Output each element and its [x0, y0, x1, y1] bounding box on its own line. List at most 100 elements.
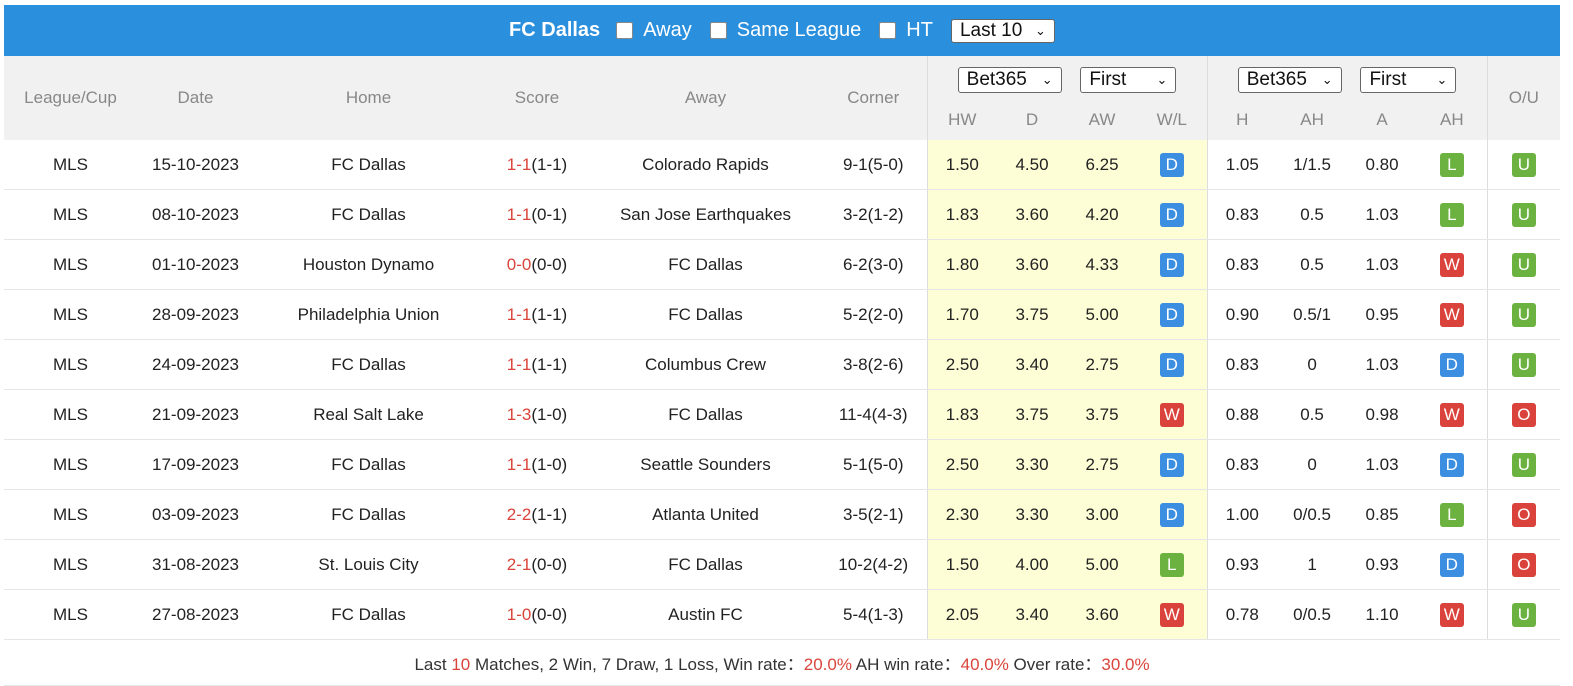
table-row[interactable]: MLS 28-09-2023 Philadelphia Union 1-1(1-1) F…: [4, 289, 1561, 340]
summary-count: 10: [451, 655, 471, 674]
home-team-link[interactable]: FC Dallas: [254, 439, 483, 490]
corner-cell: 3-8(2-6): [820, 339, 927, 390]
league-cell[interactable]: MLS: [4, 539, 137, 590]
home-team-link[interactable]: FC Dallas: [254, 140, 483, 190]
full-time-score: 1-1: [506, 354, 532, 374]
table-row[interactable]: MLS 03-09-2023 FC Dallas 2-2(1-1) Atlanta Un…: [4, 489, 1561, 540]
wl-result-badge: D: [1159, 152, 1184, 177]
league-cell[interactable]: MLS: [4, 339, 137, 390]
table-row[interactable]: MLS 01-10-2023 Houston Dynamo 0-0(0-0) FC Da…: [4, 239, 1561, 290]
col-home: Home: [254, 56, 483, 140]
ht-checkbox[interactable]: [879, 22, 897, 39]
hw-odds: 1.83: [926, 389, 997, 440]
hw-odds: 2.05: [926, 589, 997, 640]
date-cell: 28-09-2023: [137, 289, 254, 340]
table-row[interactable]: MLS 08-10-2023 FC Dallas 1-1(0-1) San Jose E…: [4, 189, 1561, 240]
ah-line: 0.5/1: [1277, 289, 1348, 340]
home-team-link[interactable]: FC Dallas: [254, 339, 483, 390]
table-row[interactable]: MLS 27-08-2023 FC Dallas 1-0(0-0) Austin FC 5…: [4, 589, 1561, 640]
home-team-link[interactable]: St. Louis City: [254, 539, 483, 590]
away-team-link[interactable]: FC Dallas: [591, 389, 820, 440]
score-cell[interactable]: 1-1(1-1): [483, 289, 591, 340]
ah-result-badge: W: [1439, 602, 1464, 627]
same-league-checkbox[interactable]: [709, 22, 727, 39]
league-cell[interactable]: MLS: [4, 389, 137, 440]
hw-odds: 1.83: [926, 189, 997, 240]
league-cell[interactable]: MLS: [4, 489, 137, 540]
last-matches-select[interactable]: Last 10 ⌄: [950, 18, 1055, 43]
col-score: Score: [483, 56, 591, 140]
table-row[interactable]: MLS 17-09-2023 FC Dallas 1-1(1-0) Seattle So…: [4, 439, 1561, 490]
ht-filter[interactable]: HT: [879, 19, 933, 42]
score-cell[interactable]: 1-0(0-0): [483, 589, 591, 640]
score-cell[interactable]: 1-3(1-0): [483, 389, 591, 440]
odds1-type-select[interactable]: First ⌄: [1080, 67, 1177, 93]
table-row[interactable]: MLS 24-09-2023 FC Dallas 1-1(1-1) Columbus C…: [4, 339, 1561, 390]
score-cell[interactable]: 1-1(1-0): [483, 439, 591, 490]
corner-cell: 5-2(2-0): [820, 289, 927, 340]
same-league-filter[interactable]: Same League: [709, 19, 862, 42]
ah-result-badge: W: [1439, 402, 1464, 427]
away-filter[interactable]: Away: [616, 19, 692, 42]
odds1-selectors: Bet365 ⌄ First ⌄: [926, 56, 1208, 99]
away-team-link[interactable]: FC Dallas: [591, 239, 820, 290]
ah-line: 1/1.5: [1277, 140, 1348, 190]
score-cell[interactable]: 1-1(1-1): [483, 339, 591, 390]
league-cell[interactable]: MLS: [4, 289, 137, 340]
score-cell[interactable]: 1-1(1-1): [483, 140, 591, 190]
table-row[interactable]: MLS 21-09-2023 Real Salt Lake 1-3(1-0) FC Da…: [4, 389, 1561, 440]
draw-odds: 3.60: [997, 189, 1067, 240]
away-team-link[interactable]: FC Dallas: [591, 539, 820, 590]
home-team-link[interactable]: FC Dallas: [254, 489, 483, 540]
score-cell[interactable]: 1-1(0-1): [483, 189, 591, 240]
home-team-link[interactable]: FC Dallas: [254, 589, 483, 640]
ou-result-cell: U: [1486, 140, 1561, 190]
away-checkbox[interactable]: [616, 22, 634, 39]
odds2-type-select[interactable]: First ⌄: [1360, 67, 1457, 93]
score-cell[interactable]: 0-0(0-0): [483, 239, 591, 290]
ou-result-badge: O: [1511, 552, 1536, 577]
away-team-link[interactable]: Columbus Crew: [591, 339, 820, 390]
score-cell[interactable]: 2-1(0-0): [483, 539, 591, 590]
chevron-down-icon: ⌄: [1321, 72, 1333, 87]
home-team-link[interactable]: Real Salt Lake: [254, 389, 483, 440]
ah-result-cell: W: [1417, 239, 1488, 290]
corner-cell: 6-2(3-0): [820, 239, 927, 290]
home-team-link[interactable]: Philadelphia Union: [254, 289, 483, 340]
home-team-link[interactable]: Houston Dynamo: [254, 239, 483, 290]
league-cell[interactable]: MLS: [4, 439, 137, 490]
aw-odds: 5.00: [1067, 289, 1137, 340]
odds1-bookmaker-select[interactable]: Bet365 ⌄: [957, 67, 1062, 93]
wl-result-badge: D: [1159, 452, 1184, 477]
away-team-link[interactable]: Seattle Sounders: [591, 439, 820, 490]
table-row[interactable]: MLS 15-10-2023 FC Dallas 1-1(1-1) Colorado R…: [4, 140, 1561, 190]
chevron-down-icon: ⌄: [1156, 72, 1168, 87]
league-cell[interactable]: MLS: [4, 140, 137, 190]
league-cell[interactable]: MLS: [4, 189, 137, 240]
league-cell[interactable]: MLS: [4, 589, 137, 640]
ah-line: 1: [1277, 539, 1348, 590]
score-cell[interactable]: 2-2(1-1): [483, 489, 591, 540]
ah-result-badge: W: [1439, 252, 1464, 277]
half-time-score: (1-1): [531, 504, 568, 524]
ah-result-cell: L: [1417, 140, 1488, 190]
wl-result-cell: D: [1137, 489, 1208, 540]
same-league-filter-label: Same League: [736, 19, 862, 41]
away-team-link[interactable]: Atlanta United: [591, 489, 820, 540]
col-ou: O/U: [1486, 56, 1561, 140]
table-row[interactable]: MLS 31-08-2023 St. Louis City 2-1(0-0) FC Da…: [4, 539, 1561, 590]
away-team-link[interactable]: Colorado Rapids: [591, 140, 820, 190]
home-team-link[interactable]: FC Dallas: [254, 189, 483, 240]
h-odds: 0.88: [1206, 389, 1278, 440]
wl-result-cell: W: [1137, 389, 1208, 440]
ah-line: 0.5: [1277, 239, 1348, 290]
odds2-bookmaker-select[interactable]: Bet365 ⌄: [1237, 67, 1342, 93]
aw-odds: 4.20: [1067, 189, 1137, 240]
date-cell: 15-10-2023: [137, 140, 254, 190]
league-cell[interactable]: MLS: [4, 239, 137, 290]
hw-odds: 1.70: [926, 289, 997, 340]
ah-result-badge: L: [1439, 502, 1464, 527]
away-team-link[interactable]: FC Dallas: [591, 289, 820, 340]
away-team-link[interactable]: Austin FC: [591, 589, 820, 640]
away-team-link[interactable]: San Jose Earthquakes: [591, 189, 820, 240]
